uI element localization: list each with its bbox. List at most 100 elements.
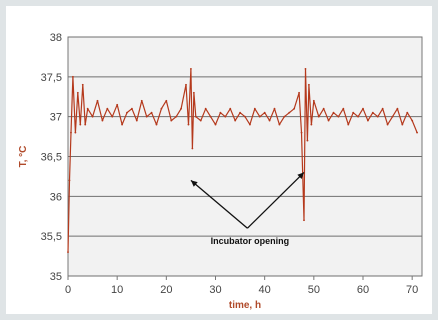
y-tick-label: 35,5: [41, 231, 62, 243]
data-point: [258, 115, 261, 118]
data-point: [229, 107, 232, 110]
data-point: [322, 107, 325, 110]
data-point: [192, 91, 195, 94]
data-point: [155, 123, 158, 126]
x-tick-label: 20: [160, 284, 172, 296]
y-tick-label: 36: [50, 191, 62, 203]
data-point: [347, 123, 350, 126]
annotation-label: Incubator opening: [211, 236, 290, 246]
data-point: [317, 115, 320, 118]
data-point: [214, 123, 217, 126]
x-tick-label: 60: [357, 284, 369, 296]
data-point: [79, 123, 82, 126]
data-point: [190, 67, 192, 70]
chart-figure: 35 35,5 36 36,5 37 37,5 38 0 10 20 30 40 50 60 70 time…: [6, 6, 432, 314]
data-point: [298, 91, 300, 94]
y-tick-label: 37,5: [41, 72, 62, 84]
data-point: [72, 75, 74, 78]
data-point: [150, 111, 153, 114]
data-point: [111, 115, 114, 118]
data-point: [306, 139, 309, 142]
data-point: [116, 103, 119, 106]
data-point: [406, 111, 409, 114]
data-point: [224, 115, 227, 118]
data-point: [268, 119, 271, 122]
series-line: [67, 68, 418, 253]
data-point: [67, 251, 69, 254]
y-tick-label: 35: [50, 271, 62, 283]
y-tick-label: 36,5: [41, 152, 62, 164]
data-point: [391, 115, 394, 118]
tick-labels: 35 35,5 36 36,5 37 37,5 38 0 10 20 30 40 50 60 70: [41, 32, 419, 296]
data-point: [145, 115, 148, 118]
data-point: [131, 107, 133, 110]
data-point: [165, 99, 168, 102]
data-point: [234, 119, 237, 122]
annotation-layer: [190, 171, 305, 229]
data-point: [249, 123, 251, 126]
data-point: [84, 123, 87, 126]
data-point: [187, 123, 190, 126]
y-axis-label: T, °C: [18, 146, 29, 168]
data-point: [91, 115, 94, 118]
y-tick-label: 37: [50, 112, 62, 124]
data-point: [160, 107, 163, 110]
data-point: [70, 131, 72, 134]
annotation-arrowhead: [297, 172, 304, 180]
data-point: [381, 107, 384, 110]
data-point: [175, 115, 178, 118]
y-tick-label: 38: [50, 32, 62, 44]
data-point: [86, 107, 89, 110]
data-point: [219, 111, 222, 114]
x-tick-label: 50: [308, 284, 320, 296]
data-point: [300, 131, 303, 134]
data-point: [371, 111, 374, 114]
data-point: [293, 107, 296, 110]
data-point: [327, 119, 330, 122]
data-point: [121, 123, 123, 126]
data-point: [81, 83, 84, 86]
data-point: [303, 219, 305, 222]
data-point: [312, 99, 315, 102]
data-point: [416, 131, 418, 134]
data-point: [376, 115, 379, 118]
x-tick-label: 70: [406, 284, 418, 296]
data-point: [194, 115, 197, 118]
data-point: [386, 123, 389, 126]
data-point: [263, 111, 266, 114]
data-point: [401, 123, 404, 126]
data-point: [68, 179, 71, 182]
data-point: [204, 107, 207, 110]
data-point: [180, 107, 182, 110]
x-tick-label: 0: [65, 284, 71, 296]
data-point: [126, 111, 128, 114]
data-point: [308, 83, 310, 86]
data-point: [332, 111, 335, 114]
annotation-arrowhead: [190, 180, 198, 187]
series-layer: [67, 67, 418, 254]
data-point: [76, 91, 79, 94]
data-point: [96, 99, 99, 102]
data-point: [135, 119, 138, 122]
data-point: [342, 107, 345, 110]
data-point: [253, 107, 256, 110]
data-point: [239, 111, 241, 114]
data-point: [101, 119, 104, 122]
data-point: [337, 115, 340, 118]
chart-svg: 35 35,5 36 36,5 37 37,5 38 0 10 20 30 40 50 60 70 time…: [18, 32, 423, 311]
x-tick-label: 10: [111, 284, 123, 296]
data-point: [199, 119, 202, 122]
data-point: [352, 111, 355, 114]
data-point: [411, 119, 414, 122]
data-point: [357, 115, 359, 118]
data-point: [209, 115, 212, 118]
x-axis-label: time, h: [229, 300, 261, 311]
data-point: [304, 67, 307, 70]
data-point: [396, 107, 399, 110]
data-point: [244, 115, 246, 118]
x-tick-label: 40: [259, 284, 271, 296]
data-point: [310, 123, 313, 126]
data-point: [74, 131, 77, 134]
data-point: [170, 119, 173, 122]
x-tick-label: 30: [209, 284, 221, 296]
